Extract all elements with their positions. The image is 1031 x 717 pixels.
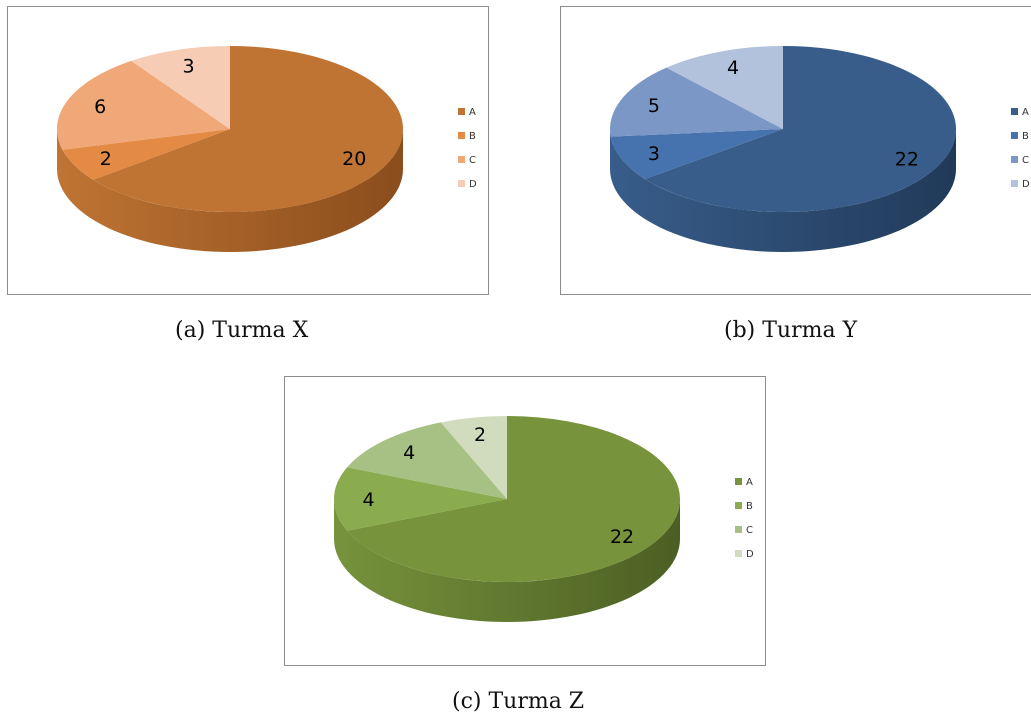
- legend-swatch-b-b: [1011, 132, 1018, 139]
- slice-value-label-b-d: 4: [727, 57, 739, 79]
- pie-slice-a-b: [62, 129, 230, 180]
- slice-value-label-a-a: 20: [342, 148, 366, 170]
- legend-label-c-a: A: [746, 477, 753, 488]
- chart-panel-a: 20 2 6 3 A B C D: [7, 6, 489, 295]
- chart-panel-b: 22 3 5 4 A B C D: [560, 6, 1031, 295]
- legend-label-b-a: A: [1022, 107, 1029, 118]
- caption-a: (a) Turma X: [175, 318, 309, 343]
- slice-value-label-c-b: 4: [363, 489, 375, 511]
- legend-label-c-c: C: [746, 525, 753, 536]
- pie-side-a: [57, 129, 403, 252]
- slice-value-label-c-d: 2: [474, 424, 486, 446]
- pie-slice-c-a: [347, 416, 680, 582]
- legend-label-c-d: D: [746, 549, 754, 560]
- legend-label-a-a: A: [469, 107, 476, 118]
- legend-swatch-c-d: [735, 550, 742, 557]
- pie-slice-c-b: [334, 467, 507, 531]
- pie-slice-b-c: [610, 67, 783, 137]
- slice-value-label-c-c: 4: [403, 442, 415, 464]
- pie-slice-a-c: [57, 60, 230, 150]
- pie-slice-a-d: [131, 46, 230, 129]
- legend-swatch-a-d: [458, 180, 465, 187]
- legend-swatch-b-c: [1011, 156, 1018, 163]
- pie-slice-a-a: [93, 46, 404, 212]
- pie-slice-c-c: [347, 422, 507, 499]
- pie-chart-c: 22 4 4 2 A B C D: [334, 416, 754, 622]
- slice-value-label-b-c: 5: [648, 95, 660, 117]
- legend-swatch-a-a: [458, 108, 465, 115]
- legend-label-b-d: D: [1022, 179, 1030, 190]
- legend-swatch-a-c: [458, 156, 465, 163]
- slice-value-label-a-c: 6: [94, 96, 106, 118]
- caption-b: (b) Turma Y: [724, 318, 858, 343]
- pie-side-c: [334, 499, 680, 622]
- legend-label-b-c: C: [1022, 155, 1029, 166]
- legend-label-a-b: B: [469, 131, 476, 142]
- legend-swatch-c-b: [735, 502, 742, 509]
- slice-value-label-b-b: 3: [648, 143, 660, 165]
- legend-swatch-b-a: [1011, 108, 1018, 115]
- legend-label-b-b: B: [1022, 131, 1029, 142]
- pie-slice-b-d: [666, 46, 783, 129]
- pie-chart-b: 22 3 5 4 A B C D: [610, 46, 1030, 252]
- caption-c: (c) Turma Z: [452, 689, 585, 714]
- slice-value-label-a-b: 2: [100, 148, 112, 170]
- legend-swatch-a-b: [458, 132, 465, 139]
- legend-label-c-b: B: [746, 501, 753, 512]
- slice-value-label-a-d: 3: [183, 56, 195, 78]
- legend-label-a-c: C: [469, 155, 476, 166]
- pie-side-b: [610, 129, 956, 252]
- pie-chart-a: 20 2 6 3 A B C D: [57, 46, 477, 252]
- pie-slice-b-b: [610, 129, 783, 180]
- legend-swatch-b-d: [1011, 180, 1018, 187]
- legend-swatch-c-c: [735, 526, 742, 533]
- legend-label-a-d: D: [469, 179, 477, 190]
- pie-slice-b-a: [644, 46, 956, 213]
- pie-slice-c-d: [440, 416, 507, 499]
- slice-value-label-b-a: 22: [895, 149, 919, 171]
- chart-panel-c: 22 4 4 2 A B C D: [284, 376, 766, 666]
- legend-swatch-c-a: [735, 478, 742, 485]
- slice-value-label-c-a: 22: [610, 526, 634, 548]
